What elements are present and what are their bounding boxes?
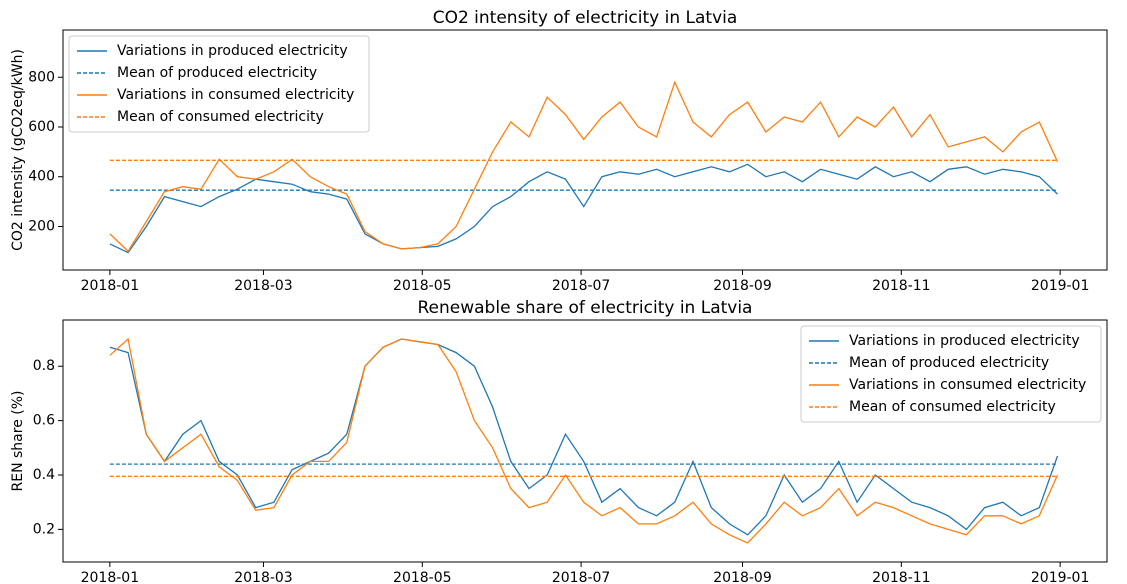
plot-frame <box>62 29 1108 271</box>
legend: Variations in produced electricity Mean o… <box>800 325 1102 423</box>
x-tick-label: 2018-11 <box>872 278 931 294</box>
series-line <box>109 80 1059 253</box>
y-tick-label: 800 <box>28 69 55 85</box>
x-tick-label: 2018-09 <box>713 278 772 294</box>
x-tick-label: 2018-03 <box>234 570 293 584</box>
legend-label: Mean of produced electricity <box>849 355 1049 371</box>
x-tick-label: 2018-09 <box>713 570 772 584</box>
legend-label: Variations in produced electricity <box>849 333 1080 349</box>
y-tick-label: 0.6 <box>33 413 55 429</box>
x-tick-label: 2018-07 <box>552 570 611 584</box>
legend-label: Variations in produced electricity <box>117 43 348 59</box>
chart-title: CO2 intensity of electricity in Latvia <box>433 8 738 28</box>
legend-label: Mean of produced electricity <box>117 65 317 81</box>
y-axis-label: CO2 intensity (gCO2eq/kWh) <box>10 49 26 251</box>
series-line <box>109 338 1059 536</box>
legend-label: Variations in consumed electricity <box>849 377 1086 393</box>
x-tick-label: 2019-01 <box>1031 278 1090 294</box>
legend: Variations in produced electricity Mean o… <box>68 35 370 133</box>
y-tick-label: 0.8 <box>33 358 55 374</box>
x-tick-label: 2018-07 <box>552 278 611 294</box>
series-line <box>109 163 1058 254</box>
x-tick-label: 2018-01 <box>81 570 140 584</box>
x-tick-label: 2018-03 <box>234 278 293 294</box>
y-tick-label: 200 <box>28 218 55 234</box>
x-tick-label: 2019-01 <box>1031 570 1090 584</box>
y-tick-label: 600 <box>28 119 55 135</box>
x-tick-label: 2018-05 <box>393 278 452 294</box>
y-tick-label: 0.2 <box>33 521 55 537</box>
y-axis-label: REN share (%) <box>10 391 26 492</box>
legend-label: Variations in consumed electricity <box>117 87 354 103</box>
x-tick-label: 2018-01 <box>81 278 140 294</box>
series-line <box>109 337 1059 544</box>
x-tick-label: 2018-05 <box>393 570 452 584</box>
legend-label: Mean of consumed electricity <box>117 109 324 125</box>
x-tick-label: 2018-11 <box>872 570 931 584</box>
y-tick-label: 0.4 <box>33 467 55 483</box>
plot-frame <box>62 319 1108 563</box>
y-tick-label: 400 <box>28 169 55 185</box>
legend-label: Mean of consumed electricity <box>849 399 1056 415</box>
legend-box <box>68 35 370 133</box>
legend-box <box>800 325 1102 423</box>
chart-title: Renewable share of electricity in Latvia <box>418 298 753 318</box>
